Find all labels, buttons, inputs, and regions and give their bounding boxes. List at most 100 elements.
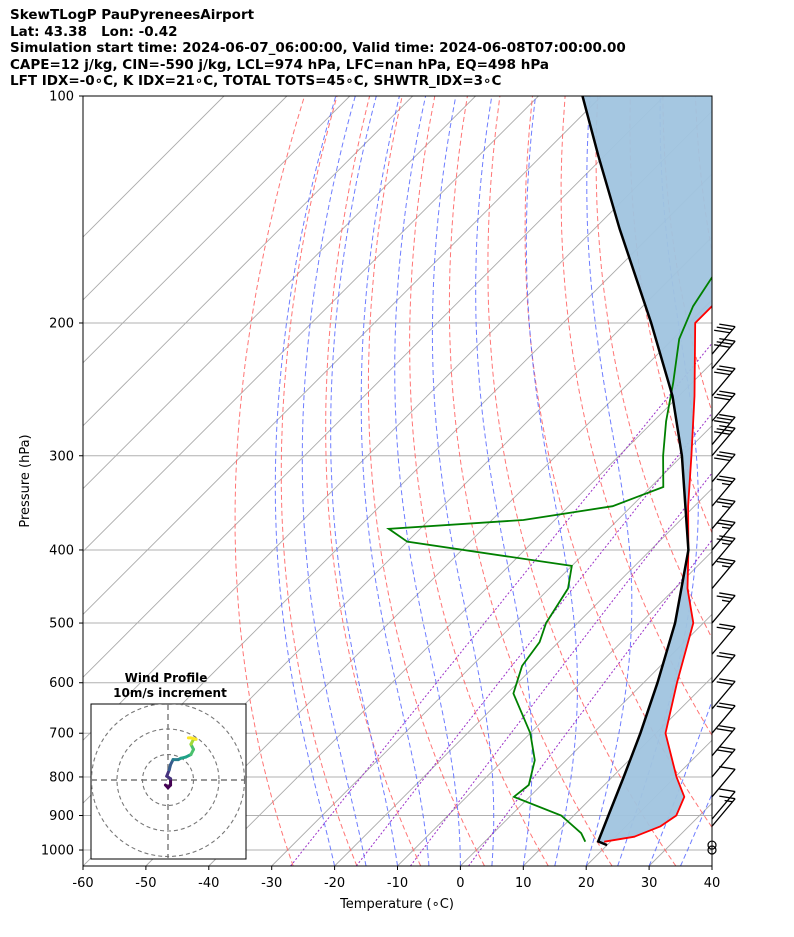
moist-adiabat xyxy=(475,96,533,866)
dry-adiabat xyxy=(487,96,677,866)
dry-adiabat xyxy=(367,96,485,866)
isotherm-line xyxy=(83,96,288,301)
wind-barb xyxy=(711,795,736,827)
dry-adiabat xyxy=(761,96,794,866)
header-station: SkewTLogP PauPyreneesAirport xyxy=(10,7,255,23)
wind-barb xyxy=(711,519,736,551)
moist-adiabat xyxy=(525,96,578,866)
x-tick-label: 10 xyxy=(515,876,532,891)
dry-adiabat xyxy=(325,96,422,866)
hodograph: Wind Profile 10m/s increment xyxy=(90,671,247,860)
wind-barb xyxy=(711,592,736,624)
wind-barb xyxy=(711,498,736,530)
wind-barb xyxy=(711,557,736,589)
dry-adiabat xyxy=(662,96,712,414)
dry-adiabat xyxy=(595,96,712,640)
wind-barb xyxy=(707,840,717,850)
x-tick-label: 0 xyxy=(456,876,464,891)
dry-adiabat xyxy=(448,96,613,866)
isotherm-line xyxy=(83,96,351,364)
wind-barb xyxy=(707,845,717,855)
wind-barb xyxy=(711,451,736,483)
isotherm-line xyxy=(397,550,712,866)
x-tick-label: 30 xyxy=(641,876,658,891)
x-tick-label: -40 xyxy=(198,876,219,891)
moist-adiabat xyxy=(330,96,398,866)
wind-barb xyxy=(711,652,736,684)
y-tick-label: 200 xyxy=(49,316,74,331)
mixing-ratio-line xyxy=(290,342,712,866)
wind-barb xyxy=(711,338,736,370)
header-times: Simulation start time: 2024-06-07_06:00:… xyxy=(10,40,626,56)
dry-adiabat xyxy=(409,96,549,866)
dry-adiabat xyxy=(280,96,358,866)
x-tick-label: -50 xyxy=(135,876,156,891)
wind-barb xyxy=(711,535,736,567)
x-tick-label: -60 xyxy=(72,876,93,891)
chart-header: SkewTLogP PauPyreneesAirport Lat: 43.38 L… xyxy=(10,7,626,90)
wind-barb xyxy=(711,702,736,734)
isotherm-line xyxy=(460,613,712,866)
parcel-line xyxy=(581,96,690,847)
moist-adiabat xyxy=(301,96,367,866)
isotherm-line xyxy=(83,96,414,427)
isotherm-line xyxy=(145,299,712,866)
y-tick-label: 300 xyxy=(49,449,74,464)
y-tick-label: 900 xyxy=(49,809,74,824)
wind-barb xyxy=(711,788,736,820)
dry-adiabat xyxy=(524,96,712,829)
isotherm-line xyxy=(83,96,665,678)
moist-adiabat xyxy=(431,96,495,866)
temperature-line xyxy=(604,304,712,843)
header-indices-1: CAPE=12 j/kg, CIN=-590 j/kg, LCL=974 hPa… xyxy=(10,56,550,73)
isotherm-line xyxy=(83,96,602,616)
wind-barb xyxy=(711,365,736,397)
parcel-area-fill xyxy=(582,96,712,846)
x-axis-label: Temperature (∘C) xyxy=(339,897,454,912)
wind-barb xyxy=(711,413,736,446)
x-tick-label: 40 xyxy=(704,876,721,891)
moist-adiabat xyxy=(680,792,712,866)
header-latlon: Lat: 43.38 Lon: -0.42 xyxy=(10,23,178,40)
isotherm-line xyxy=(83,96,476,490)
hodograph-subtitle: 10m/s increment xyxy=(113,686,227,700)
y-tick-label: 1000 xyxy=(41,844,74,859)
wind-barb xyxy=(711,746,736,778)
series-layer xyxy=(386,96,712,847)
dewpoint-line xyxy=(386,275,712,843)
y-tick-label: 500 xyxy=(49,617,74,632)
x-tick-label: -30 xyxy=(261,876,282,891)
isotherm-line xyxy=(83,110,712,741)
isotherm-line xyxy=(83,96,225,238)
header-indices-2: LFT IDX=-0∘C, K IDX=21∘C, TOTAL TOTS=45∘… xyxy=(10,73,502,89)
moist-adiabat xyxy=(360,96,430,866)
wind-barb xyxy=(711,475,736,507)
y-axis-label: Pressure (hPa) xyxy=(18,434,33,527)
wind-barbs xyxy=(707,323,736,855)
dry-adiabat xyxy=(234,96,305,866)
wind-barb xyxy=(711,725,736,757)
isotherm-line xyxy=(334,487,712,866)
mixing-ratio-line xyxy=(355,412,712,866)
isotherm-line xyxy=(271,425,712,866)
y-tick-label: 600 xyxy=(49,676,74,691)
wind-barb xyxy=(711,623,736,655)
x-tick-label: -20 xyxy=(324,876,345,891)
isotherm-line xyxy=(83,96,539,553)
wind-barb xyxy=(711,323,736,355)
dry-adiabat xyxy=(728,96,794,866)
y-tick-label: 800 xyxy=(49,770,74,785)
mixing-ratio-line xyxy=(468,539,712,866)
x-tick-label: 20 xyxy=(578,876,595,891)
y-tick-label: 400 xyxy=(49,543,74,558)
y-tick-label: 100 xyxy=(49,90,74,105)
x-tick-label: -10 xyxy=(387,876,408,891)
wind-barb xyxy=(711,766,736,798)
moist-adiabat xyxy=(585,96,633,866)
wind-barb xyxy=(711,390,736,422)
wind-barb xyxy=(711,678,736,710)
moist-adiabat xyxy=(394,96,461,866)
y-tick-label: 700 xyxy=(49,727,74,742)
